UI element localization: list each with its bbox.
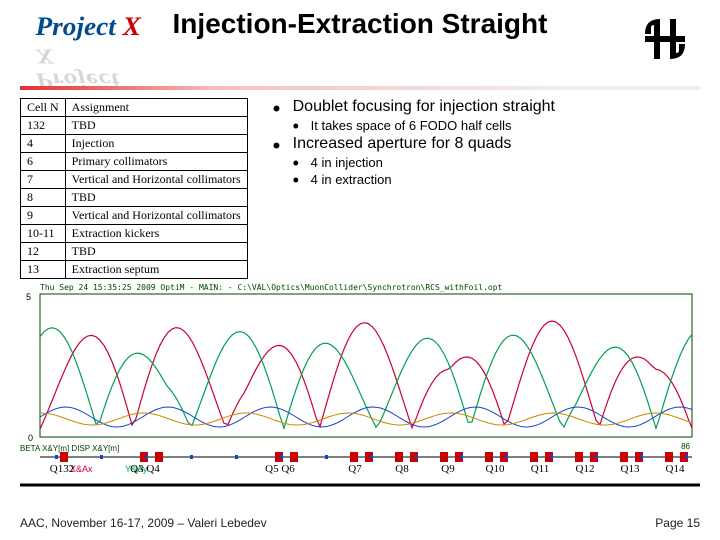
svg-text:BETA X&Y[m] DISP X&Y[m]: BETA X&Y[m] DISP X&Y[m] — [20, 444, 119, 453]
bullet-2-sub-2: 4 in extraction — [273, 172, 710, 187]
table-row: 6Primary collimators — [21, 153, 248, 171]
bullet-1-sub-1: It takes space of 6 FODO half cells — [273, 118, 710, 133]
fermilab-logo — [640, 14, 690, 64]
bullets: Doublet focusing for injection straight … — [248, 98, 710, 279]
table-header: Assignment — [65, 99, 247, 117]
cell-assignment-table: Cell NAssignment 132TBD4Injection6Primar… — [20, 98, 248, 279]
table-row: 7Vertical and Horizontal collimators — [21, 171, 248, 189]
svg-text:Q8: Q8 — [395, 463, 409, 475]
footer-right: Page 15 — [655, 516, 700, 530]
svg-text:Q9: Q9 — [441, 463, 455, 475]
svg-text:Q3 Q4: Q3 Q4 — [130, 463, 160, 475]
table-row: 9Vertical and Horizontal collimators — [21, 207, 248, 225]
svg-text:Q10: Q10 — [486, 463, 505, 475]
svg-text:5: 5 — [26, 292, 31, 302]
table-row: 12TBD — [21, 243, 248, 261]
svg-text:86: 86 — [681, 442, 690, 451]
svg-text:Q5 Q6: Q5 Q6 — [265, 463, 295, 475]
table-row: 132TBD — [21, 117, 248, 135]
bullet-2: Increased aperture for 8 quads — [273, 135, 710, 153]
page-title: Injection-Extraction Straight — [0, 8, 720, 40]
table-header: Cell N — [21, 99, 66, 117]
svg-text:Q7: Q7 — [348, 463, 362, 475]
svg-text:Q132: Q132 — [50, 463, 74, 475]
svg-text:0: 0 — [28, 433, 33, 443]
svg-text:Q14: Q14 — [666, 463, 685, 475]
header-rule — [20, 86, 700, 90]
table-row: 8TBD — [21, 189, 248, 207]
table-row: 4Injection — [21, 135, 248, 153]
svg-text:Q12: Q12 — [576, 463, 595, 475]
bullet-1: Doublet focusing for injection straight — [273, 98, 710, 116]
table-row: 13Extraction septum — [21, 261, 248, 279]
table-row: 10-11Extraction kickers — [21, 225, 248, 243]
optics-chart: Thu Sep 24 15:35:25 2009 OptiM - MAIN: -… — [20, 282, 700, 487]
svg-text:Q11: Q11 — [531, 463, 550, 475]
footer-left: AAC, November 16-17, 2009 – Valeri Lebed… — [20, 516, 267, 530]
svg-text:Thu Sep 24 15:35:25 2009 Op: Thu Sep 24 15:35:25 2009 OptiM - MAIN: -… — [40, 283, 503, 292]
svg-text:Q13: Q13 — [621, 463, 640, 475]
bullet-2-sub-1: 4 in injection — [273, 155, 710, 170]
